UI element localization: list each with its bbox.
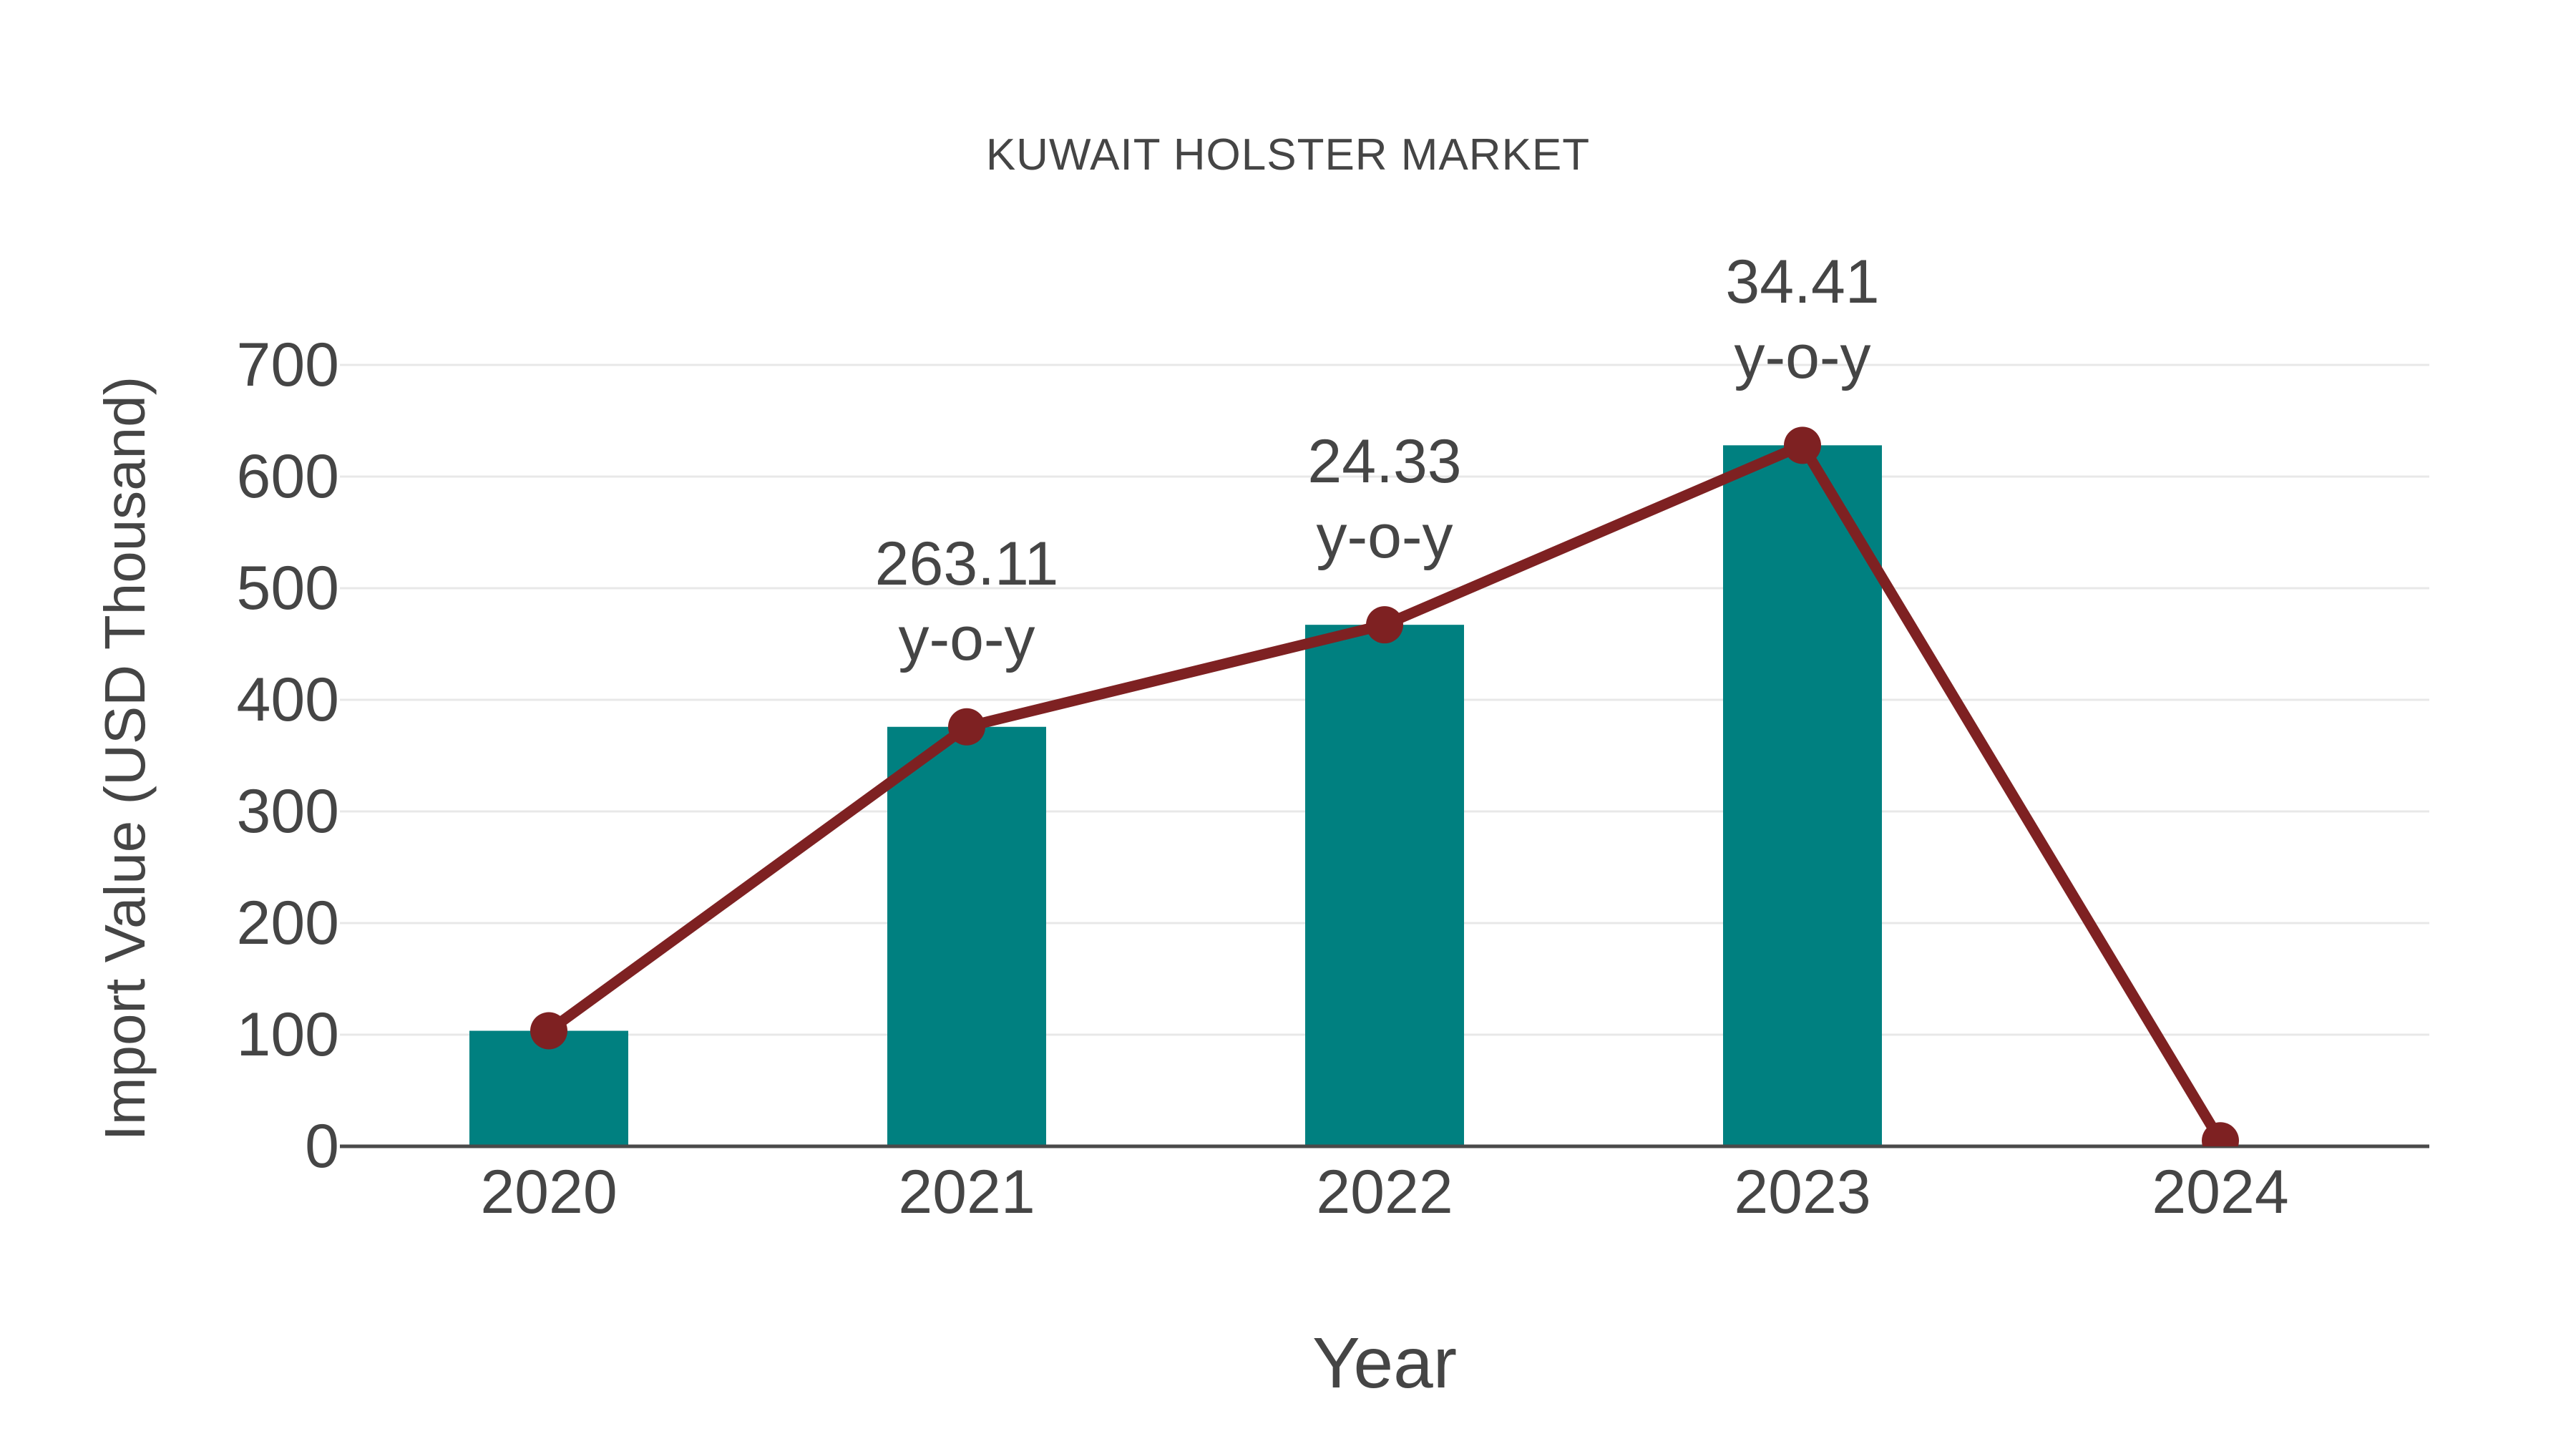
line-point-2020 xyxy=(530,1012,567,1050)
annotation-unit: y-o-y xyxy=(1734,323,1871,392)
x-axis-title: Year xyxy=(1312,1323,1458,1403)
y-tick-label-700: 700 xyxy=(236,331,340,399)
annotation-value: 34.41 xyxy=(1725,248,1880,317)
y-tick-label-600: 600 xyxy=(236,442,340,511)
y-tick-label-0: 0 xyxy=(305,1112,339,1181)
y-tick-label-400: 400 xyxy=(236,665,340,734)
x-tick-label-2022: 2022 xyxy=(1316,1158,1453,1226)
annotation-unit: y-o-y xyxy=(1316,502,1453,572)
y-axis-title: Import Value (USD Thousand) xyxy=(93,376,157,1141)
y-tick-label-500: 500 xyxy=(236,554,340,623)
x-tick-label-2024: 2024 xyxy=(2152,1158,2289,1226)
y-tick-label-100: 100 xyxy=(236,1000,340,1069)
y-tick-label-300: 300 xyxy=(236,777,340,846)
line-point-2022 xyxy=(1366,606,1403,644)
line-point-2021 xyxy=(948,708,985,746)
x-tick-label-2021: 2021 xyxy=(898,1158,1035,1226)
annotation-value: 24.33 xyxy=(1307,427,1462,497)
annotation-unit: y-o-y xyxy=(898,604,1035,673)
annotation-2023: 34.41 y-o-y xyxy=(1588,245,2017,395)
line-point-2024 xyxy=(2202,1122,2239,1146)
x-tick-label-2023: 2023 xyxy=(1734,1158,1871,1226)
annotation-value: 263.11 xyxy=(874,529,1059,598)
bar-2021 xyxy=(887,726,1046,1146)
bar-2020 xyxy=(469,1030,628,1146)
y-tick-label-200: 200 xyxy=(236,889,340,957)
bar-2022 xyxy=(1305,625,1464,1146)
bar-2023 xyxy=(1723,445,1882,1146)
x-tick-label-2020: 2020 xyxy=(480,1158,618,1226)
chart-title: KUWAIT HOLSTER MARKET xyxy=(985,130,1591,180)
annotation-2022: 24.33 y-o-y xyxy=(1170,424,1599,575)
line-point-2023 xyxy=(1784,426,1821,464)
annotation-2021: 263.11 y-o-y xyxy=(752,527,1181,677)
